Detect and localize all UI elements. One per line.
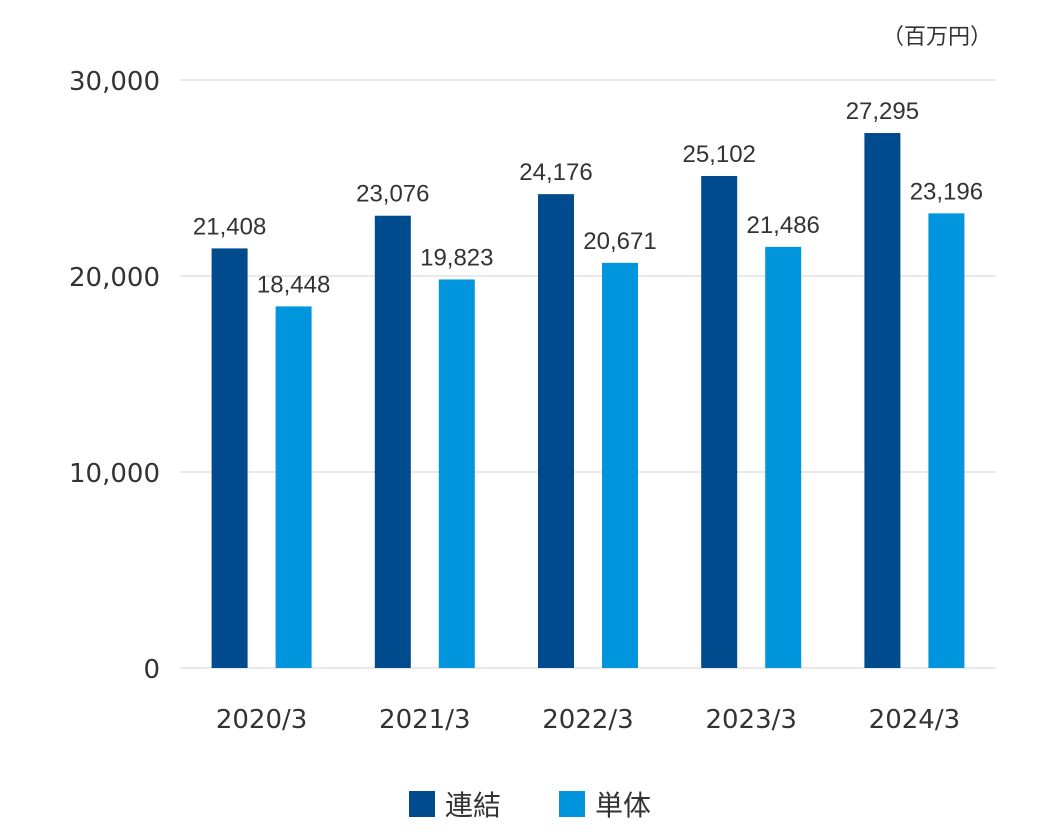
data-label: 19,823 [420, 244, 493, 271]
bar-consolidated [374, 215, 411, 669]
data-label: 18,448 [257, 271, 330, 298]
data-label: 25,102 [682, 141, 755, 168]
x-tick-label: 2021/3 [379, 705, 470, 735]
x-tick-label: 2023/3 [705, 705, 796, 735]
y-tick-label: 30,000 [69, 67, 160, 97]
legend-swatch-consolidated [408, 791, 435, 817]
y-tick-label: 10,000 [69, 459, 160, 489]
bar-standalone [275, 306, 312, 668]
data-label: 23,196 [910, 178, 983, 205]
x-tick-label: 2022/3 [542, 705, 633, 735]
legend-label-consolidated: 連結 [444, 789, 501, 822]
legend-item-consolidated: 連結 [408, 784, 501, 824]
bar-standalone [928, 213, 965, 668]
bar-consolidated [538, 194, 574, 669]
legend-swatch-standalone [559, 791, 585, 817]
x-axis-ticks: 2020/3 2021/3 2022/3 2023/3 2024/3 [216, 705, 960, 735]
y-axis-ticks: 0 10,000 20,000 30,000 [69, 67, 160, 685]
bar-standalone [438, 279, 475, 668]
gridlines [180, 79, 996, 669]
data-label: 21,486 [746, 212, 819, 239]
bars [211, 133, 965, 669]
bar-consolidated [701, 176, 738, 668]
data-label: 21,408 [193, 213, 266, 240]
bar-standalone [602, 262, 638, 668]
unit-label: （百万円） [882, 25, 992, 50]
data-label: 20,671 [583, 228, 656, 255]
bar-standalone [765, 246, 802, 669]
data-label: 24,176 [519, 159, 592, 186]
bar-consolidated [864, 133, 901, 668]
data-label: 23,076 [356, 181, 429, 208]
x-tick-label: 2020/3 [216, 705, 307, 735]
y-tick-label: 20,000 [69, 263, 160, 293]
data-label: 27,295 [846, 98, 919, 125]
y-tick-label: 0 [143, 655, 160, 685]
legend-label-standalone: 単体 [595, 789, 652, 822]
x-tick-label: 2024/3 [869, 705, 960, 735]
legend-item-standalone: 単体 [559, 784, 651, 824]
legend: 連結 単体 [0, 784, 1060, 824]
bar-consolidated [211, 248, 248, 668]
data-labels: 21,408 18,448 23,076 19,823 24,176 20,671 25,1… [193, 98, 983, 298]
